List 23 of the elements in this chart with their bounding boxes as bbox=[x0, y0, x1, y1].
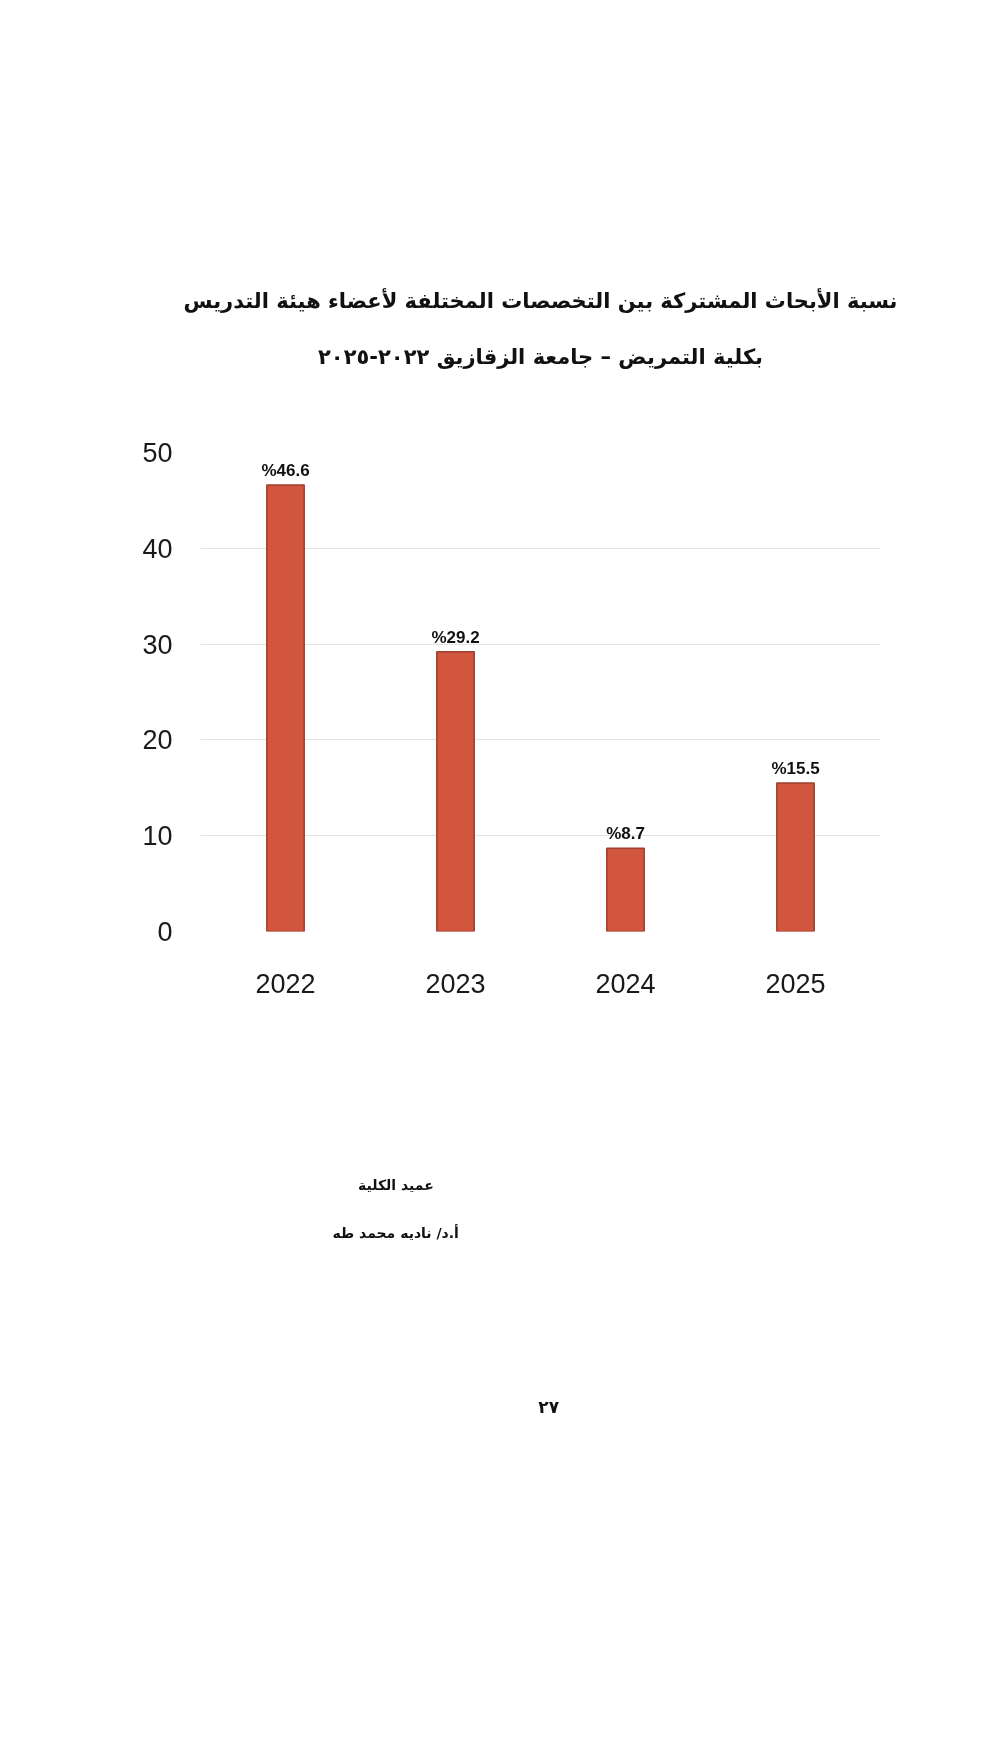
chart-subtitle: بكلية التمريض – جامعة الزقازيق ٢٠٢٢-٢٠٢٥ bbox=[318, 344, 763, 369]
text: أ.د/ ناديه محمد طه bbox=[332, 1223, 459, 1241]
y-tick-label: 20 bbox=[142, 725, 173, 756]
text: عميد الكلية bbox=[358, 1176, 434, 1193]
y-tick-label: 10 bbox=[142, 821, 173, 852]
y-tick-label: 50 bbox=[142, 438, 173, 468]
y-tick-label: 40 bbox=[142, 533, 173, 564]
y-tick-label: 0 bbox=[157, 917, 173, 947]
y-tick-label: 30 bbox=[142, 629, 173, 660]
bar bbox=[606, 847, 645, 932]
data-label: %15.5 bbox=[771, 759, 820, 779]
bar bbox=[266, 484, 305, 932]
x-tick-label: 2022 bbox=[255, 968, 316, 999]
data-label: %29.2 bbox=[431, 627, 480, 647]
chart-title: نسبة الأبحاث المشتركة بين التخصصات المختلفة لأعضاء هيئة التدريس bbox=[183, 286, 898, 313]
bar bbox=[776, 782, 815, 932]
x-tick-label: 2023 bbox=[425, 968, 486, 999]
text: ٢٧ bbox=[538, 1396, 560, 1417]
data-label: %46.6 bbox=[261, 461, 310, 481]
x-tick-label: 2024 bbox=[595, 968, 656, 999]
x-tick-label: 2025 bbox=[765, 968, 826, 999]
bar bbox=[436, 651, 475, 932]
data-label: %8.7 bbox=[606, 824, 645, 844]
